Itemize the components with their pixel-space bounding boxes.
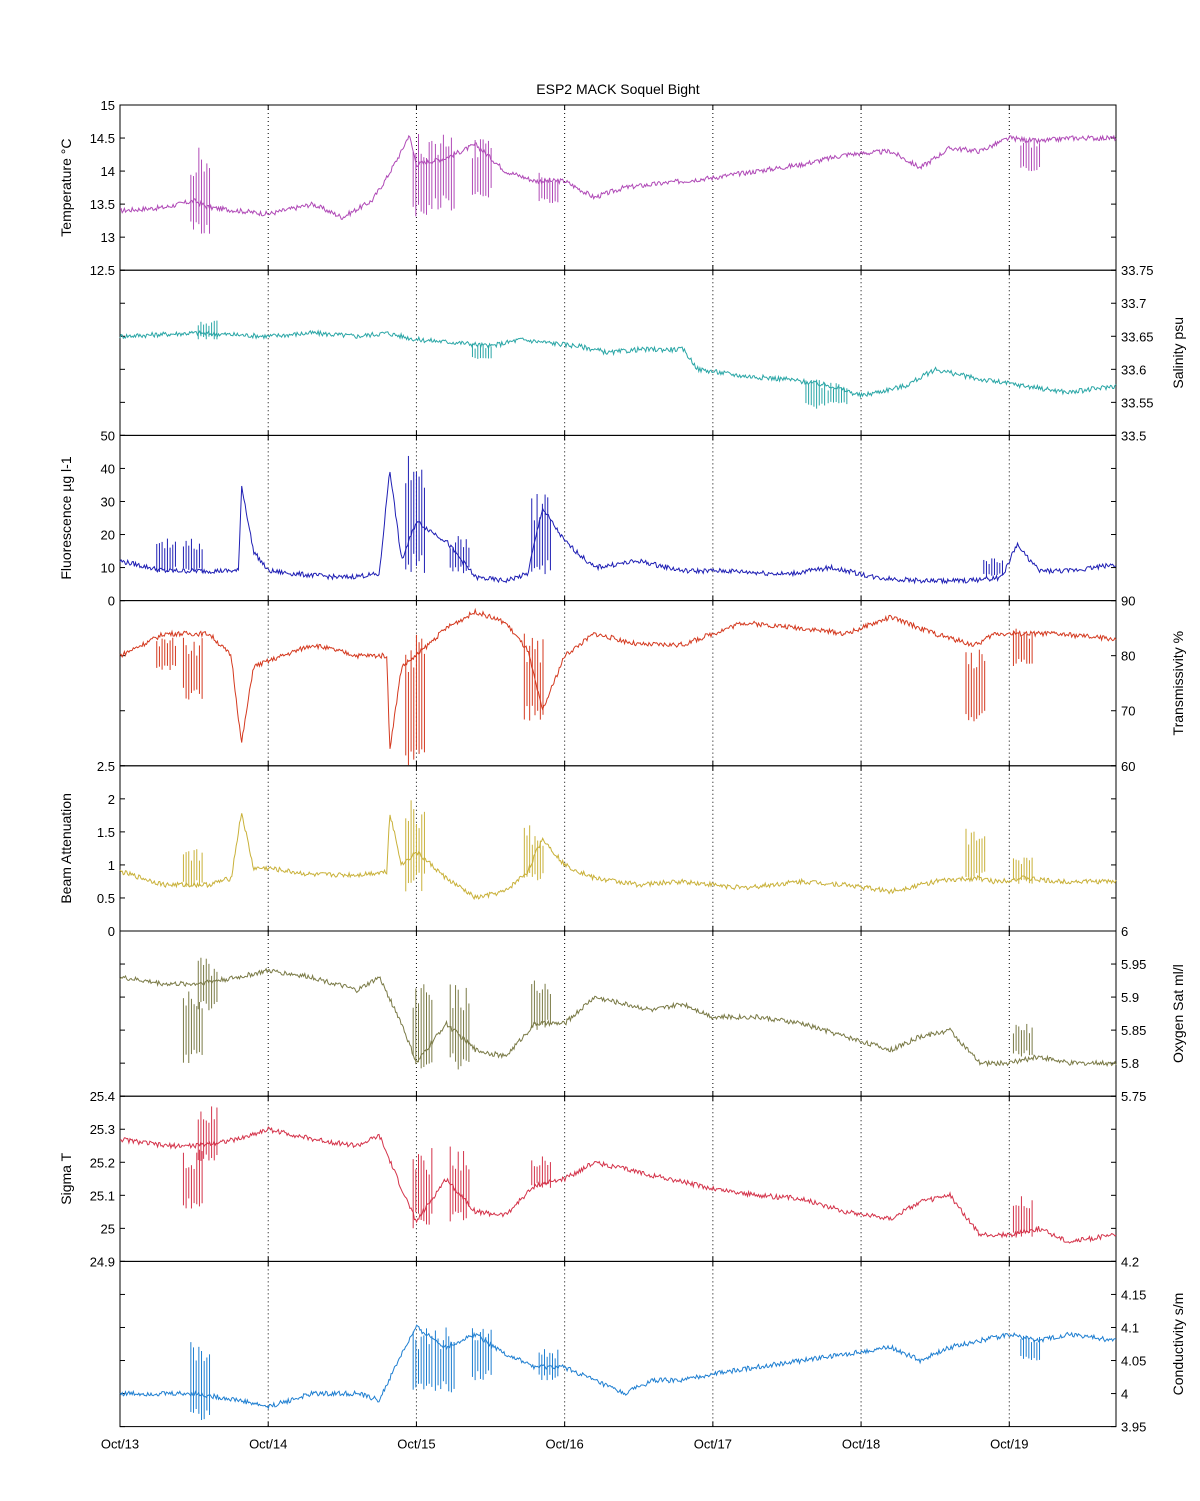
panel-fluorescence-g-l-1: 0 10 20 30 40 50 Fluorescence µg l-1 bbox=[58, 428, 1117, 609]
series-line bbox=[119, 813, 1117, 901]
panel-frame bbox=[119, 1095, 1117, 1262]
panel-frame bbox=[119, 600, 1117, 767]
x-tick-label: Oct/14 bbox=[249, 1437, 287, 1452]
x-axis: Oct/13 Oct/14 Oct/15 Oct/16 Oct/17 Oct/18 Oct/… bbox=[101, 1437, 1029, 1452]
y-tick-label: 70 bbox=[1121, 704, 1135, 719]
y-tick-label: 25 bbox=[101, 1221, 115, 1236]
y-tick-label: 0 bbox=[108, 594, 115, 609]
y-axis-label: Beam Attenuation bbox=[58, 793, 74, 904]
y-tick-label: 33.75 bbox=[1121, 263, 1154, 278]
y-tick-label: 80 bbox=[1121, 649, 1135, 664]
y-tick-label: 14.5 bbox=[90, 131, 115, 146]
y-tick-label: 14 bbox=[101, 164, 115, 179]
y-axis-label: Transmissivity % bbox=[1170, 631, 1186, 736]
series-line bbox=[119, 1324, 1117, 1410]
y-tick-label: 0 bbox=[108, 924, 115, 939]
y-tick-label: 4 bbox=[1121, 1387, 1128, 1402]
panel-salinity-psu: 33.5 33.55 33.6 33.65 33.7 33.75 Salinity psu bbox=[119, 263, 1186, 443]
y-tick-label: 20 bbox=[101, 528, 115, 543]
y-tick-label: 5.85 bbox=[1121, 1023, 1146, 1038]
panel-conductivity-s-m: 3.95 4 4.05 4.1 4.15 4.2 Conductivity s/m bbox=[119, 1254, 1186, 1435]
panel-frame bbox=[119, 930, 1117, 1097]
y-tick-label: 90 bbox=[1121, 594, 1135, 609]
y-tick-label: 50 bbox=[101, 428, 115, 443]
series-line bbox=[119, 134, 1117, 220]
y-tick-label: 25.2 bbox=[90, 1155, 115, 1170]
y-tick-label: 33.5 bbox=[1121, 428, 1146, 443]
y-tick-label: 24.9 bbox=[90, 1254, 115, 1269]
y-tick-label: 33.65 bbox=[1121, 329, 1154, 344]
y-tick-label: 13.5 bbox=[90, 197, 115, 212]
x-tick-label: Oct/17 bbox=[694, 1437, 732, 1452]
y-tick-label: 15 bbox=[101, 98, 115, 113]
y-tick-label: 33.6 bbox=[1121, 362, 1146, 377]
series-line bbox=[119, 1126, 1117, 1244]
x-tick-label: Oct/18 bbox=[842, 1437, 880, 1452]
x-tick-label: Oct/13 bbox=[101, 1437, 139, 1452]
panel-frame bbox=[119, 434, 1117, 602]
y-axis-label: Temperature °C bbox=[58, 138, 74, 236]
y-axis-label: Oxygen Sat ml/l bbox=[1170, 964, 1186, 1063]
y-tick-label: 5.75 bbox=[1121, 1089, 1146, 1104]
y-tick-label: 4.2 bbox=[1121, 1254, 1139, 1269]
series-line bbox=[119, 329, 1117, 399]
y-tick-label: 5.8 bbox=[1121, 1056, 1139, 1071]
y-tick-label: 40 bbox=[101, 461, 115, 476]
y-tick-label: 6 bbox=[1121, 924, 1128, 939]
y-tick-label: 1.5 bbox=[97, 825, 115, 840]
y-tick-label: 25.1 bbox=[90, 1188, 115, 1203]
series-line bbox=[119, 607, 1117, 749]
series-line bbox=[119, 471, 1116, 585]
y-tick-label: 0.5 bbox=[97, 891, 115, 906]
y-tick-label: 33.7 bbox=[1121, 296, 1146, 311]
panel-frame bbox=[119, 765, 1117, 932]
y-tick-label: 2.5 bbox=[97, 759, 115, 774]
x-tick-label: Oct/15 bbox=[397, 1437, 435, 1452]
series-line bbox=[119, 967, 1117, 1068]
y-tick-label: 12.5 bbox=[90, 263, 115, 278]
panel-frame bbox=[119, 104, 1117, 271]
y-tick-label: 2 bbox=[108, 792, 115, 807]
y-axis-label: Salinity psu bbox=[1170, 317, 1186, 389]
y-tick-label: 30 bbox=[101, 494, 115, 509]
y-tick-label: 33.55 bbox=[1121, 395, 1154, 410]
y-tick-label: 4.15 bbox=[1121, 1287, 1146, 1302]
y-axis-label: Conductivity s/m bbox=[1170, 1293, 1186, 1396]
y-tick-label: 25.4 bbox=[90, 1089, 115, 1104]
panel-sigma-t: 24.9 25 25.1 25.2 25.3 25.4 Sigma T bbox=[58, 1089, 1117, 1269]
chart-title: ESP2 MACK Soquel Bight bbox=[536, 81, 700, 97]
y-tick-label: 4.1 bbox=[1121, 1320, 1139, 1335]
panel-frame bbox=[119, 1260, 1117, 1428]
y-tick-label: 10 bbox=[101, 561, 115, 576]
y-tick-label: 3.95 bbox=[1121, 1420, 1146, 1435]
panel-oxygen-sat-ml-l: 5.75 5.8 5.85 5.9 5.95 6 Oxygen Sat ml/l bbox=[119, 924, 1186, 1104]
y-axis-label: Fluorescence µg l-1 bbox=[58, 456, 74, 579]
y-tick-label: 13 bbox=[101, 230, 115, 245]
y-tick-label: 1 bbox=[108, 858, 115, 873]
y-tick-label: 5.9 bbox=[1121, 990, 1139, 1005]
y-tick-label: 25.3 bbox=[90, 1122, 115, 1137]
y-axis-label: Sigma T bbox=[58, 1152, 74, 1204]
panel-temperature-c: 12.5 13 13.5 14 14.5 15 Temperature °C bbox=[58, 98, 1117, 278]
y-tick-label: 5.95 bbox=[1121, 957, 1146, 972]
x-tick-label: Oct/19 bbox=[990, 1437, 1028, 1452]
panel-transmissivity-: 60 70 80 90 Transmissivity % bbox=[119, 594, 1186, 774]
x-tick-label: Oct/16 bbox=[545, 1437, 583, 1452]
panel-beam-attenuation: 0 0.5 1 1.5 2 2.5 Beam Attenuation bbox=[58, 759, 1117, 939]
y-tick-label: 60 bbox=[1121, 759, 1135, 774]
y-tick-label: 4.05 bbox=[1121, 1354, 1146, 1369]
